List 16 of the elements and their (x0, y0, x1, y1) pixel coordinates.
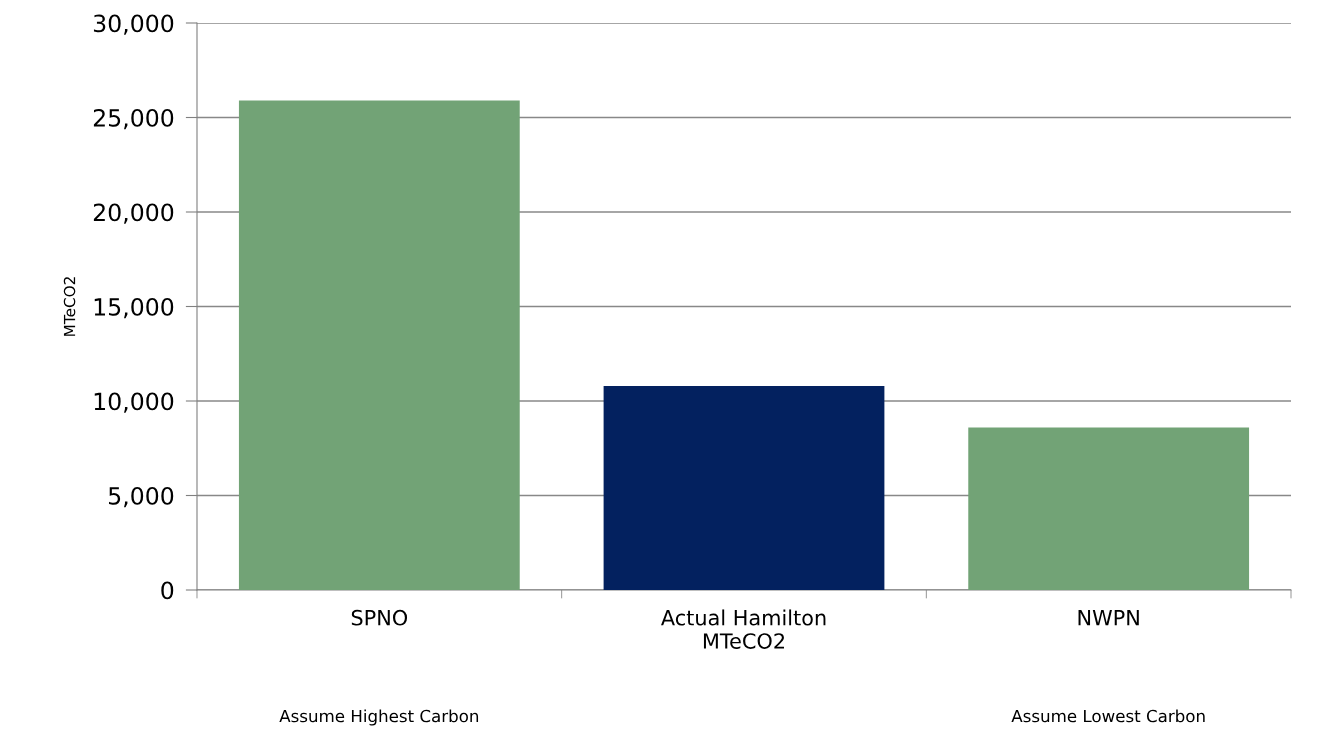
y-tick-label: 30,000 (93, 14, 174, 35)
x-tick-label: SPNO (351, 609, 408, 626)
y-tick-label: 5,000 (109, 486, 174, 508)
y-tick-label: 0 (161, 581, 174, 600)
bar (238, 100, 520, 590)
text: Assume Highest Carbon (279, 709, 479, 726)
text: Assume Lowest Carbon (1011, 709, 1205, 723)
y-tick-label: 25,000 (93, 108, 174, 130)
bar (603, 385, 885, 590)
y-tick-label: 10,000 (94, 392, 174, 413)
y-axis-title: MTeCO2 (63, 277, 76, 336)
y-tick-label: 20,000 (93, 203, 174, 224)
x-tick-label: Actual Hamilton MTeCO2 (661, 609, 826, 649)
bar (968, 427, 1250, 590)
y-tick-label: 15,000 (94, 297, 174, 319)
x-tick-label: NWPN (1078, 610, 1139, 626)
